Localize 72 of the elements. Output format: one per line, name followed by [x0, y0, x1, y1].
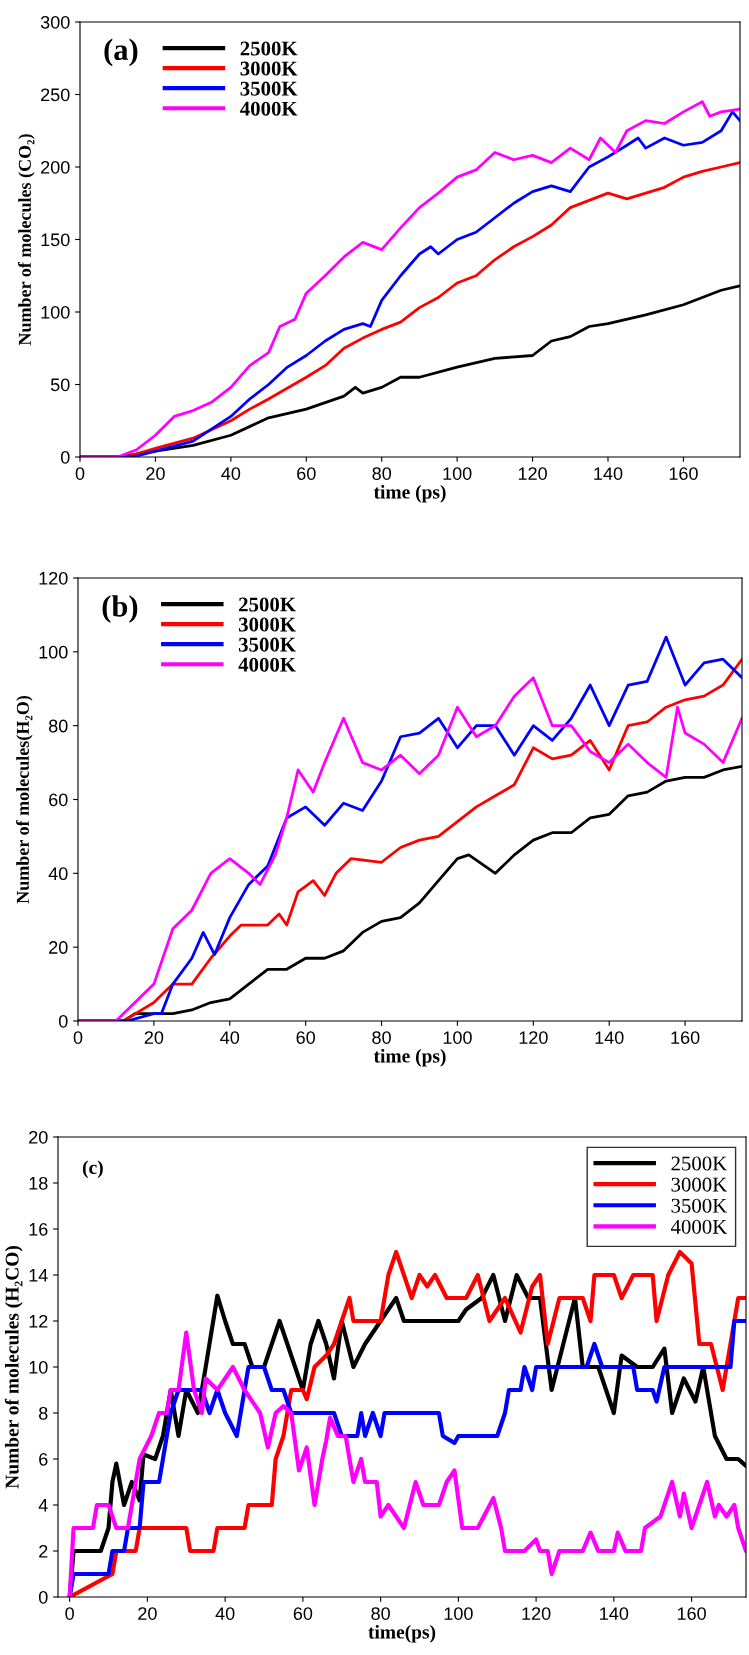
x-axis-title: time (ps) [373, 1048, 446, 1067]
x-tick-label: 80 [372, 467, 392, 480]
y-tick-label: 14 [29, 1269, 48, 1282]
y-axis-title: Number of molecules (CO₂) [18, 134, 35, 346]
x-tick-label: 160 [669, 467, 698, 480]
x-axis-title: time(ps) [368, 1624, 436, 1643]
x-tick-label: 80 [371, 1607, 390, 1620]
y-tick-label: 12 [29, 1314, 48, 1328]
y-tick-label: 50 [50, 378, 70, 392]
legend-label: 2500K [671, 1156, 728, 1171]
y-tick-label: 10 [29, 1360, 48, 1374]
y-tick-label: 200 [41, 160, 70, 174]
y-tick-label: 0 [38, 1590, 48, 1604]
x-tick-label: 40 [215, 1607, 235, 1620]
y-tick-label: 100 [41, 305, 70, 319]
x-tick-label: 60 [296, 1031, 315, 1044]
x-tick-label: 20 [138, 1607, 157, 1620]
x-tick-label: 20 [144, 1031, 164, 1044]
x-tick-label: 140 [600, 1607, 629, 1620]
y-tick-label: 20 [49, 941, 68, 954]
x-tick-label: 120 [519, 1031, 548, 1044]
y-tick-label: 18 [29, 1176, 48, 1190]
y-tick-label: 2 [39, 1544, 48, 1558]
y-tick-label: 4 [38, 1499, 48, 1512]
legend-label: 4000K [240, 101, 298, 116]
y-tick-label: 0 [60, 450, 70, 464]
legend-label: 4000K [238, 657, 296, 672]
y-tick-label: 150 [41, 233, 70, 247]
x-tick-label: 60 [293, 1607, 313, 1620]
x-tick-label: 100 [443, 467, 472, 480]
x-tick-label: 100 [444, 1607, 473, 1620]
x-axis-title: time (ps) [373, 484, 446, 503]
annotation: (b) [102, 595, 138, 623]
legend-label: 3500K [671, 1198, 728, 1213]
y-axis-title: Number of molecules (H₂CO) [4, 1246, 23, 1489]
y-tick-label: 8 [39, 1406, 48, 1420]
y-axis-title: Number of molecules(H₂O) [16, 695, 33, 904]
y-tick-label: 20 [29, 1130, 48, 1144]
x-tick-label: 60 [297, 467, 316, 480]
legend-label: 3500K [240, 81, 298, 96]
x-tick-label: 40 [221, 467, 241, 480]
x-tick-label: 140 [594, 467, 623, 480]
legend-label: 2500K [240, 41, 298, 56]
y-tick-label: 250 [41, 88, 70, 102]
x-tick-label: 0 [75, 467, 85, 480]
legend-label: 3500K [238, 637, 296, 652]
x-tick-label: 140 [595, 1031, 624, 1044]
x-tick-label: 160 [671, 1031, 700, 1044]
y-tick-label: 0 [58, 1014, 68, 1028]
legend-label: 4000K [670, 1219, 728, 1234]
x-tick-label: 100 [443, 1031, 472, 1044]
x-tick-label: 160 [677, 1607, 706, 1620]
legend-label: 3000K [240, 61, 298, 76]
annotation: (a) [104, 38, 138, 67]
y-tick-label: 300 [40, 15, 70, 29]
legend-label: 2500K [239, 597, 296, 612]
x-tick-label: 120 [522, 1607, 551, 1620]
x-tick-label: 80 [372, 1031, 391, 1044]
y-tick-label: 40 [48, 867, 68, 881]
x-tick-label: 20 [146, 467, 165, 480]
legend-label: 3000K [238, 617, 296, 632]
y-tick-label: 100 [39, 645, 68, 659]
y-tick-label: 16 [29, 1222, 48, 1236]
legend-label: 3000K [671, 1177, 728, 1192]
annotation: (c) [82, 1160, 103, 1179]
y-tick-label: 60 [49, 793, 68, 807]
x-tick-label: 40 [220, 1031, 240, 1044]
y-tick-label: 120 [39, 571, 68, 585]
y-tick-label: 80 [48, 719, 68, 733]
y-tick-label: 6 [39, 1452, 48, 1466]
x-tick-label: 0 [73, 1031, 83, 1044]
x-tick-label: 120 [518, 467, 547, 480]
